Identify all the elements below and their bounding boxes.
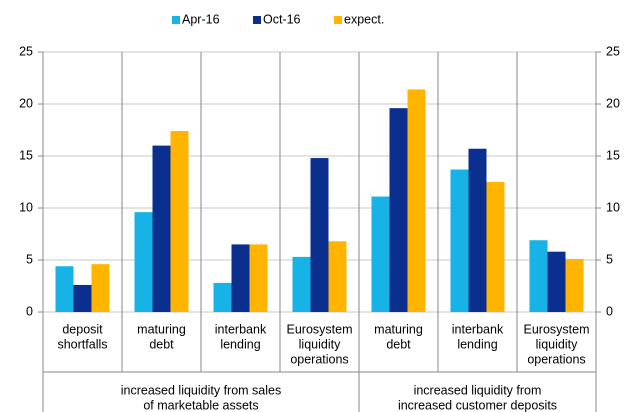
bar xyxy=(371,196,390,312)
bar xyxy=(134,212,153,312)
legend-swatch xyxy=(253,16,261,24)
y2-tick-label: 0 xyxy=(606,304,613,318)
bar xyxy=(152,145,171,312)
x-tick-label: Eurosystem xyxy=(524,322,590,336)
y-tick-label: 0 xyxy=(26,304,33,318)
y2-tick-label: 10 xyxy=(606,200,620,214)
bar xyxy=(73,284,92,312)
bar xyxy=(529,240,548,312)
bar xyxy=(292,256,311,312)
x-tick-label: interbank xyxy=(215,322,267,336)
bar xyxy=(450,169,469,312)
x-tick-label: liquidity xyxy=(536,337,578,351)
bar xyxy=(389,108,408,312)
y-tick-label: 20 xyxy=(19,96,33,110)
y-tick-label: 15 xyxy=(19,148,33,162)
x-tick-label: deposit xyxy=(62,322,103,336)
bar xyxy=(310,158,329,312)
y-tick-label: 5 xyxy=(26,252,33,266)
bar xyxy=(407,89,426,312)
y2-tick-label: 20 xyxy=(606,96,620,110)
bar xyxy=(231,244,250,312)
x-tick-label: shortfalls xyxy=(57,337,107,351)
group-label: increased customer deposits xyxy=(398,398,557,412)
x-tick-label: maturing xyxy=(374,322,423,336)
x-tick-label: maturing xyxy=(137,322,186,336)
legend-label: expect. xyxy=(344,12,384,26)
x-tick-label: debt xyxy=(149,337,174,351)
x-tick-label: operations xyxy=(527,352,585,366)
y2-tick-label: 5 xyxy=(606,252,613,266)
bar xyxy=(468,148,487,312)
x-tick-label: operations xyxy=(290,352,348,366)
x-tick-label: lending xyxy=(457,337,497,351)
x-tick-label: lending xyxy=(220,337,260,351)
bar xyxy=(565,258,584,312)
legend-label: Apr-16 xyxy=(182,12,220,26)
x-tick-label: liquidity xyxy=(299,337,341,351)
y-tick-label: 25 xyxy=(19,44,33,58)
bar xyxy=(213,282,232,312)
y2-tick-label: 15 xyxy=(606,148,620,162)
x-tick-label: debt xyxy=(386,337,411,351)
bar xyxy=(328,241,347,312)
x-tick-label: interbank xyxy=(452,322,504,336)
bar xyxy=(170,131,189,312)
group-label: increased liquidity from sales xyxy=(121,383,282,397)
bar xyxy=(91,264,110,312)
group-label: of marketable assets xyxy=(143,398,258,412)
bar xyxy=(249,244,268,312)
bar xyxy=(486,182,505,312)
legend-label: Oct-16 xyxy=(263,12,301,26)
group-label: increased liquidity from xyxy=(414,383,542,397)
bar xyxy=(55,266,74,312)
legend-swatch xyxy=(172,16,180,24)
y2-tick-label: 25 xyxy=(606,44,620,58)
x-tick-label: Eurosystem xyxy=(287,322,353,336)
y-tick-label: 10 xyxy=(19,200,33,214)
legend-swatch xyxy=(334,16,342,24)
bar xyxy=(547,251,566,312)
